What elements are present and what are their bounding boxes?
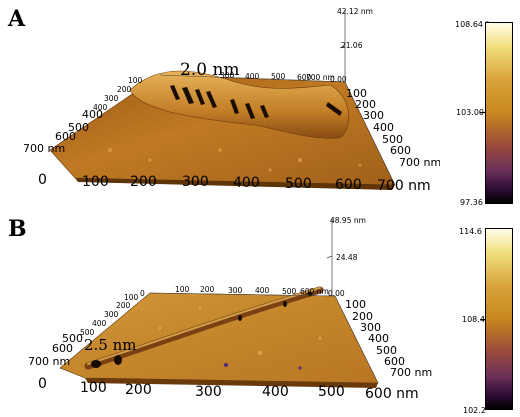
right-y-tick: 500 — [376, 344, 397, 357]
bottom-x-tick: 400 — [233, 175, 260, 191]
back-x-tick: 300 — [228, 286, 243, 295]
right-y-tick: 700 nm — [390, 366, 432, 379]
panel-b: B — [0, 208, 520, 417]
left-y-tick: 600 — [52, 342, 73, 355]
bottom-x-tick: 500 — [285, 176, 312, 192]
back-y-tick: 400 — [93, 103, 108, 112]
left-y-tick: 500 — [62, 332, 83, 345]
bottom-x-tick: 100 — [82, 174, 109, 190]
colorbar-a-min: 97.36 — [460, 198, 483, 207]
right-y-tick: 700 nm — [399, 156, 440, 169]
bottom-x-tick: 300 — [182, 174, 209, 190]
back-x-tick: 100 — [175, 285, 190, 294]
bottom-x-tick: 400 — [262, 384, 289, 400]
back-x-tick: 0.00 — [328, 289, 345, 298]
colorbar-a-tick — [480, 112, 485, 113]
right-y-tick: 200 — [355, 98, 376, 111]
back-y-tick: 0 — [140, 289, 145, 298]
left-y-tick: 500 — [68, 121, 89, 134]
back-x-tick: 400 — [245, 72, 260, 81]
back-x-tick: 600 nm — [300, 287, 329, 296]
back-y-tick: 100 — [124, 293, 139, 302]
back-x-tick: 200 — [200, 285, 215, 294]
bottom-x-tick: 500 — [318, 384, 345, 400]
z-mid-label-a: 21.06 — [341, 41, 363, 50]
right-y-tick: 400 — [373, 121, 394, 134]
colorbar-a-mid: 103.00 — [456, 108, 484, 117]
back-x-tick: 300 — [220, 71, 235, 80]
back-y-tick: 400 — [92, 319, 107, 328]
right-y-tick: 100 — [345, 298, 366, 311]
right-y-tick: 100 — [346, 87, 367, 100]
grooves-a — [170, 85, 342, 119]
left-y-tick: 400 — [82, 108, 103, 121]
colorbar-b-max: 114.6 ° — [459, 227, 489, 236]
bottom-x-tick: 200 — [125, 382, 152, 398]
bottom-x-tick: 0 — [38, 376, 47, 392]
back-x-tick: 600 — [297, 73, 312, 82]
back-y-tick: 200 — [117, 85, 132, 94]
back-x-tick: 500 — [282, 287, 297, 296]
height-annotation-a: 2.0 nm — [180, 60, 240, 80]
colorbar-a — [485, 22, 513, 204]
colorbar-b-min: 102.2 — [463, 406, 486, 415]
z-top-label-a: 42.12 nm — [337, 7, 373, 16]
right-y-tick: 300 — [363, 109, 384, 122]
bottom-x-tick: 600 — [335, 177, 362, 193]
back-y-tick: 200 — [116, 301, 131, 310]
panel-b-letter: B — [8, 216, 27, 242]
bottom-x-tick: 300 — [195, 384, 222, 400]
right-y-tick: 600 — [384, 355, 405, 368]
groove-track-b — [84, 286, 324, 370]
colorbar-a-max: 108.64 ° — [455, 20, 490, 29]
right-y-tick: 500 — [382, 133, 403, 146]
pits-b — [91, 291, 312, 368]
afm-3d-surface-a: 42.12 nm 21.06 0.00 700 nm 600 500 400 3… — [23, 7, 440, 194]
left-y-tick: 600 — [55, 130, 76, 143]
z-top-label-b: 48.95 nm — [330, 216, 366, 225]
bottom-x-tick: 100 — [80, 380, 107, 396]
back-x-tick: 700 nm — [306, 73, 335, 82]
back-y-tick: 300 — [104, 310, 119, 319]
right-y-tick: 600 — [390, 144, 411, 157]
colorbar-b-tick — [480, 319, 485, 320]
bottom-x-tick: 0 — [38, 172, 47, 188]
back-y-tick: 100 — [128, 76, 143, 85]
colorbar-b — [485, 228, 513, 410]
back-x-tick: 400 — [255, 286, 270, 295]
back-y-tick: 500 — [80, 328, 95, 337]
height-annotation-b: 2.5 nm — [84, 336, 137, 354]
back-x-tick: 500 — [271, 72, 286, 81]
back-y-tick: 300 — [104, 94, 119, 103]
panel-a-letter: A — [8, 6, 26, 32]
colorbar-b-mid: 108.4 — [462, 315, 485, 324]
right-y-tick: 300 — [360, 321, 381, 334]
back-x-tick: 0.00 — [330, 75, 347, 84]
bottom-x-tick: 200 — [130, 174, 157, 190]
afm-3d-surface-b: 48.95 nm 24.48 0.00 600 nm 500 400 300 2… — [28, 216, 432, 402]
right-y-tick: 400 — [368, 332, 389, 345]
bottom-x-tick: 600 nm — [365, 386, 419, 402]
z-mid-label-b: 24.48 — [336, 253, 358, 262]
left-y-tick: 700 nm — [23, 142, 65, 155]
bottom-x-tick: 700 nm — [377, 178, 431, 194]
panel-a: A — [0, 0, 520, 208]
left-y-tick: 700 nm — [28, 355, 70, 368]
right-y-tick: 200 — [352, 310, 373, 323]
